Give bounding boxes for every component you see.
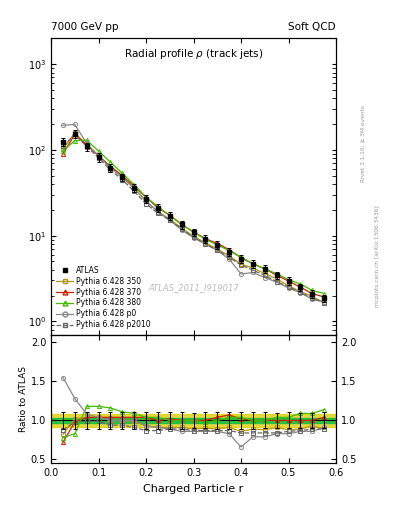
Legend: ATLAS, Pythia 6.428 350, Pythia 6.428 370, Pythia 6.428 380, Pythia 6.428 p0, Py: ATLAS, Pythia 6.428 350, Pythia 6.428 37… xyxy=(55,264,152,331)
Text: mcplots.cern.ch [arXiv:1306.3436]: mcplots.cern.ch [arXiv:1306.3436] xyxy=(375,205,380,307)
Text: Radial profile $\rho$ (track jets): Radial profile $\rho$ (track jets) xyxy=(124,47,263,61)
X-axis label: Charged Particle r: Charged Particle r xyxy=(143,484,244,494)
Text: 7000 GeV pp: 7000 GeV pp xyxy=(51,22,119,32)
Text: ATLAS_2011_I919017: ATLAS_2011_I919017 xyxy=(148,283,239,292)
Text: Soft QCD: Soft QCD xyxy=(288,22,336,32)
Y-axis label: Ratio to ATLAS: Ratio to ATLAS xyxy=(19,366,28,432)
Text: Rivet 3.1.10, ≥ 3M events: Rivet 3.1.10, ≥ 3M events xyxy=(361,105,366,182)
